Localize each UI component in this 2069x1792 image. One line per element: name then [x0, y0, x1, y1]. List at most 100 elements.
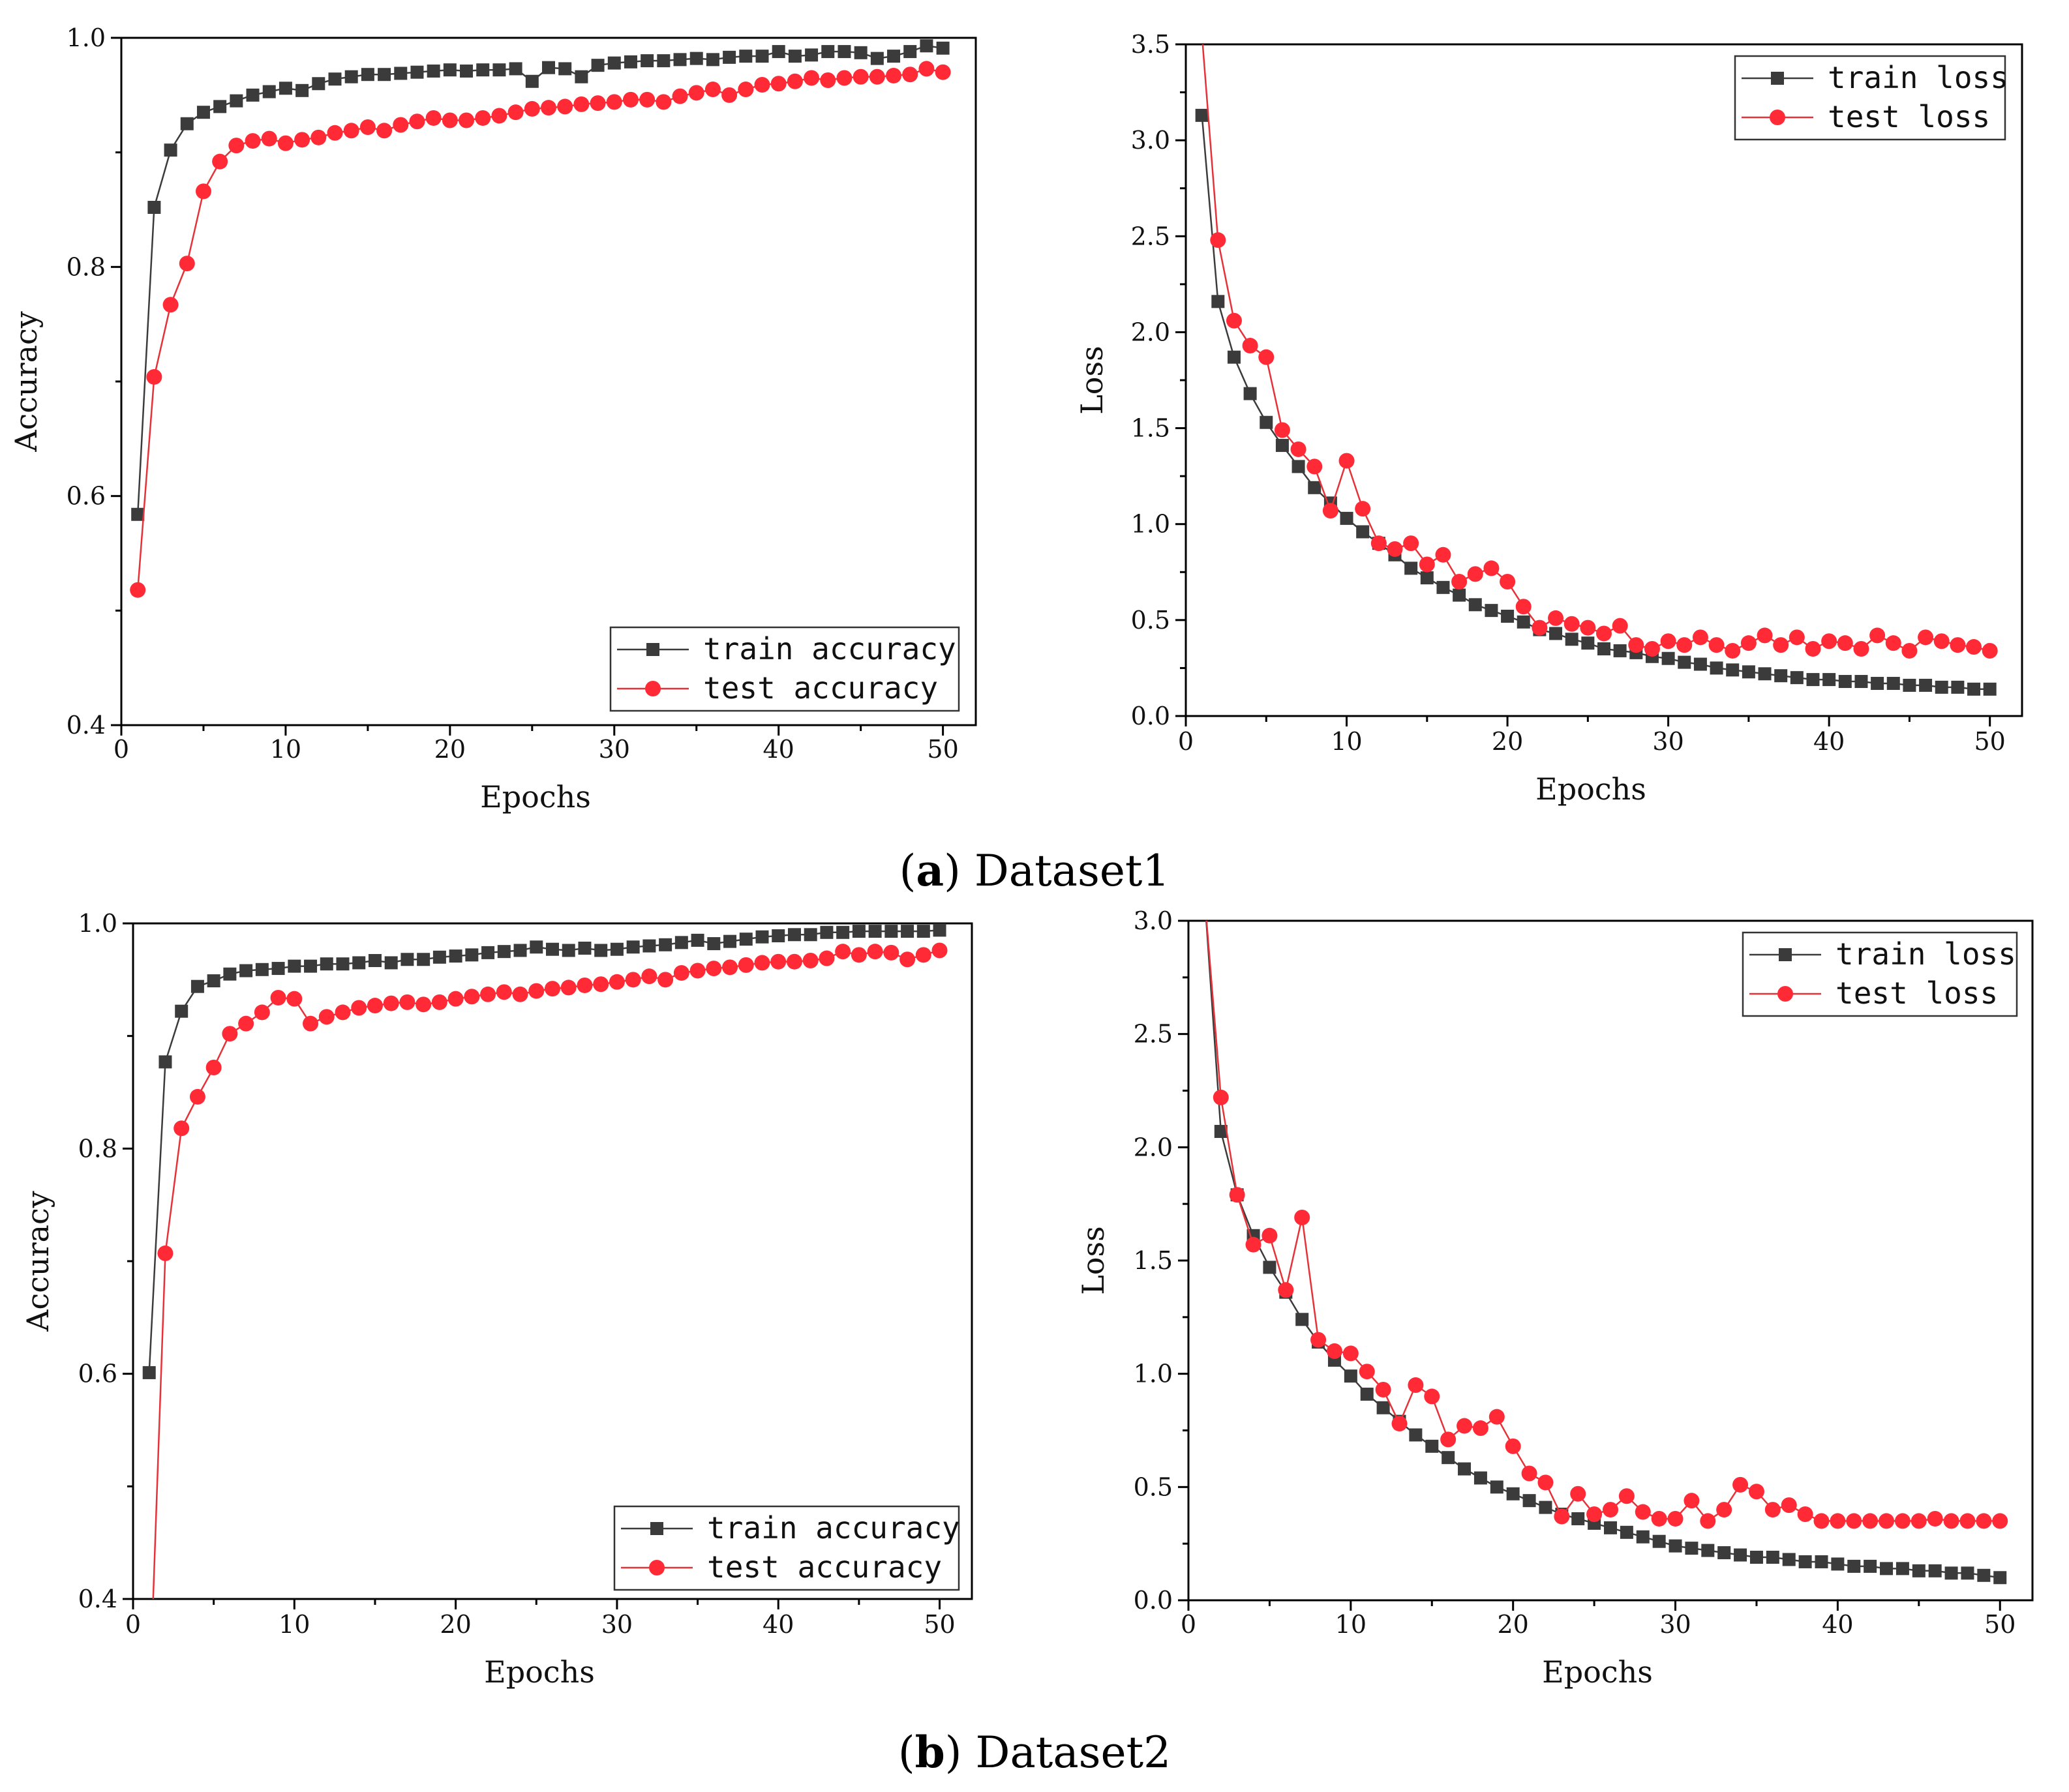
test-point [1596, 625, 1612, 642]
test-point [577, 977, 593, 993]
test-point [1950, 637, 1966, 653]
test-point [1370, 535, 1387, 552]
train-point [1726, 663, 1740, 677]
accuracy-chart-dataset1: 0 10 20 30 40 50 0.4 0.6 0.8 1.0 Epochs Accuracy tra… [8, 23, 977, 814]
train-point [288, 959, 301, 973]
test-point [557, 98, 573, 115]
train-point [1880, 1562, 1894, 1575]
test-point [425, 110, 442, 126]
train-point [1490, 1480, 1503, 1494]
test-point [1692, 629, 1708, 646]
legend: train loss test loss [1734, 55, 2008, 141]
test-point [1213, 1089, 1229, 1105]
test-point [1618, 1488, 1635, 1504]
test-point [836, 70, 853, 86]
train-point [852, 925, 866, 938]
train-point [1961, 1566, 1974, 1580]
train-point [1838, 675, 1852, 689]
legend-box [1742, 931, 2018, 1017]
test-point [688, 85, 704, 101]
x-axis-title: Epochs [484, 1654, 595, 1690]
y-tick-label: 0.4 [78, 1585, 117, 1613]
y-tick-label: 2.5 [1134, 1020, 1173, 1049]
test-point [459, 112, 475, 128]
train-point [1983, 682, 1997, 696]
train-point [352, 956, 366, 970]
test-point [383, 995, 399, 1011]
train-point [1604, 1521, 1617, 1534]
test-point [1375, 1381, 1391, 1397]
test-point [1537, 1474, 1554, 1491]
legend-circle-marker [1770, 110, 1785, 125]
test-point [1194, 27, 1210, 42]
test-point [1278, 1282, 1294, 1298]
test-point [1846, 1513, 1862, 1529]
train-point [1944, 1566, 1958, 1580]
test-point [1918, 629, 1934, 646]
y-axis-title: Accuracy [20, 1191, 55, 1332]
test-point [1797, 1506, 1813, 1523]
test-point [1435, 546, 1451, 563]
train-point [384, 956, 398, 970]
train-point [1344, 1369, 1357, 1383]
x-tick-label: 20 [434, 735, 466, 764]
test-point [393, 117, 409, 133]
y-tick-label: 0.0 [1134, 1586, 1173, 1615]
test-point [819, 950, 835, 966]
train-point [933, 923, 946, 937]
train-point [400, 953, 414, 966]
test-point [573, 96, 590, 112]
train-point [673, 53, 687, 67]
x-tick-label: 10 [1331, 727, 1362, 756]
test-point [294, 132, 310, 148]
caption-b-text: Dataset2 [962, 1727, 1171, 1778]
train-point [312, 77, 325, 91]
test-point [1391, 1416, 1408, 1432]
train-point [207, 974, 220, 988]
test-point [1628, 637, 1644, 653]
test-point [1700, 1513, 1716, 1529]
y-tick-label: 0.5 [1134, 1472, 1173, 1501]
test-point [1467, 566, 1483, 582]
test-point [1667, 1510, 1684, 1527]
test-point [1644, 641, 1660, 657]
train-point [1822, 673, 1836, 687]
y-tick-label: 3.5 [1131, 30, 1170, 59]
train-point [1597, 642, 1610, 655]
test-point [787, 73, 803, 89]
test-point [142, 1704, 157, 1720]
caption-a-text: Dataset1 [961, 846, 1170, 896]
y-tick-label: 1.0 [1134, 1360, 1173, 1388]
train-point [1652, 1534, 1666, 1548]
test-point [1716, 1502, 1732, 1518]
y-tick-label: 0.6 [67, 482, 106, 511]
train-point [772, 45, 785, 59]
test-point [622, 91, 639, 108]
test-point [1992, 1513, 2008, 1529]
train-point [1404, 561, 1418, 575]
x-tick-label: 40 [763, 1610, 794, 1639]
plot-area [142, 923, 948, 1720]
train-point [223, 967, 237, 981]
train-point [271, 962, 285, 976]
train-point [394, 67, 408, 80]
test-point [1294, 1210, 1310, 1226]
train-point [887, 50, 901, 63]
test-point [754, 955, 770, 971]
test-point [853, 68, 869, 85]
test-point [1580, 620, 1596, 636]
train-point [691, 933, 704, 947]
train-point [295, 83, 309, 97]
x-tick-label: 10 [1335, 1610, 1367, 1639]
train-point [1198, 891, 1211, 904]
test-point [1451, 574, 1468, 590]
train-point [546, 942, 559, 956]
test-point [672, 88, 688, 104]
legend-label: train accuracy [703, 631, 956, 666]
test-point [254, 1004, 270, 1021]
train-point [624, 55, 637, 68]
train-point [1864, 1559, 1877, 1573]
train-point [1661, 651, 1675, 665]
train-point [530, 940, 543, 954]
train-point [497, 945, 511, 959]
